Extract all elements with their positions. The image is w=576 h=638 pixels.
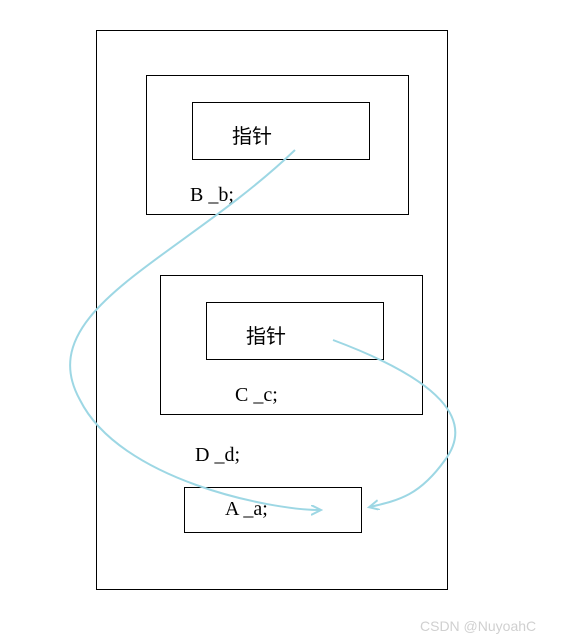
pointer-label-c: 指针: [246, 320, 286, 349]
a-member-label: A _a;: [225, 498, 268, 521]
watermark: CSDN @NuyoahC: [420, 618, 536, 634]
block-a: [184, 487, 362, 533]
c-member-label: C _c;: [235, 384, 278, 407]
pointer-box-c: [206, 302, 384, 360]
pointer-label-b: 指针: [232, 120, 272, 149]
b-member-label: B _b;: [190, 184, 234, 207]
pointer-box-b: [192, 102, 370, 160]
diagram-canvas: 指针 B _b; 指针 C _c; D _d; A _a; CSDN @Nuyo…: [0, 0, 576, 638]
d-member-label: D _d;: [195, 444, 240, 467]
